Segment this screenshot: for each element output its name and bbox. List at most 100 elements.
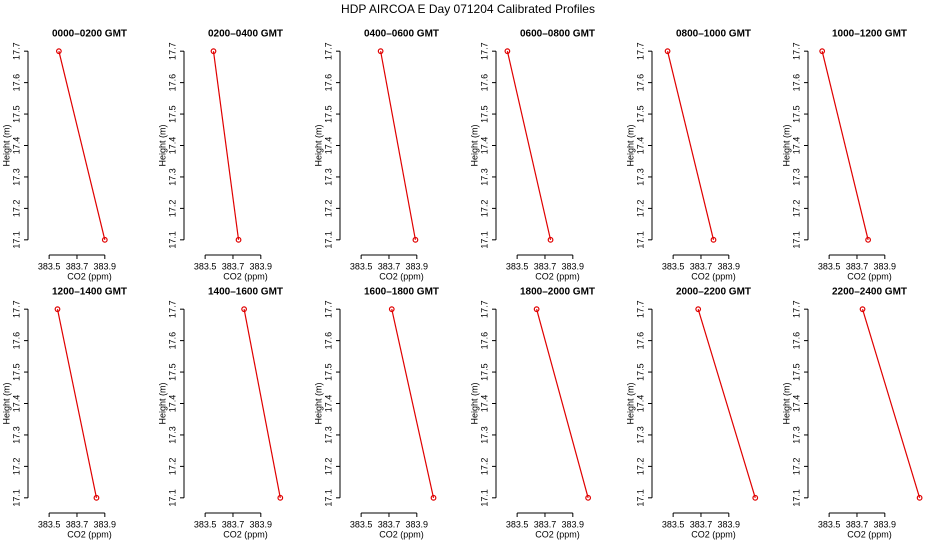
y-tick-label: 17.1	[479, 489, 489, 507]
y-tick-label: 17.2	[635, 458, 645, 476]
y-tick-label: 17.1	[323, 489, 333, 507]
x-tick-label: 383.7	[534, 519, 557, 529]
profile-line	[212, 51, 240, 240]
y-tick-label: 17.1	[791, 231, 801, 249]
data-point	[377, 48, 384, 55]
y-tick-label: 17.6	[323, 332, 333, 350]
x-tick-label: 383.5	[662, 261, 685, 271]
y-tick-label: 17.7	[167, 300, 177, 318]
y-tick-label: 17.2	[635, 200, 645, 218]
y-tick-label: 17.3	[323, 426, 333, 444]
y-tick-label: 17.7	[791, 300, 801, 318]
y-tick-label: 17.2	[11, 200, 21, 218]
x-axis-label: CO2 (ppm)	[847, 271, 892, 281]
y-tick-label: 17.3	[635, 168, 645, 186]
y-tick-label: 17.6	[11, 332, 21, 350]
y-tick-label: 17.1	[11, 231, 21, 249]
y-tick-label: 17.7	[323, 300, 333, 318]
y-tick-label: 17.4	[635, 137, 645, 155]
y-tick-label: 17.3	[791, 168, 801, 186]
y-tick-label: 17.5	[791, 363, 801, 381]
x-axis-label: CO2 (ppm)	[379, 271, 424, 281]
x-tick-label: 383.9	[406, 261, 429, 271]
y-axis-label: Height (m)	[469, 124, 479, 166]
x-tick-label: 383.5	[818, 519, 841, 529]
y-tick-label: 17.7	[635, 300, 645, 318]
y-tick-label: 17.3	[479, 168, 489, 186]
y-axis-label: Height (m)	[781, 124, 791, 166]
y-tick-label: 17.1	[479, 231, 489, 249]
panel-title: 1200–1400 GMT	[52, 287, 127, 298]
y-tick-label: 17.4	[167, 395, 177, 413]
y-tick-label: 17.4	[635, 395, 645, 413]
y-tick-label: 17.7	[11, 42, 21, 60]
data-point	[210, 48, 217, 55]
x-tick-label: 383.5	[350, 261, 373, 271]
x-tick-label: 383.7	[846, 261, 869, 271]
y-tick-label: 17.4	[167, 137, 177, 155]
y-axis-label: Height (m)	[157, 124, 167, 166]
panel-title: 1400–1600 GMT	[208, 287, 283, 298]
profile-line	[506, 51, 552, 240]
y-tick-label: 17.6	[791, 332, 801, 350]
x-tick-label: 383.5	[506, 261, 529, 271]
panel-title: 2000–2200 GMT	[676, 287, 751, 298]
y-tick-label: 17.5	[11, 363, 21, 381]
data-point	[430, 494, 437, 501]
x-axis-label: CO2 (ppm)	[67, 271, 112, 281]
y-tick-label: 17.1	[635, 489, 645, 507]
x-tick-label: 383.5	[38, 519, 61, 529]
y-tick-label: 17.7	[167, 42, 177, 60]
data-point	[241, 306, 248, 313]
x-tick-label: 383.9	[94, 519, 117, 529]
panel-title: 0400–0600 GMT	[364, 29, 439, 40]
profile-line	[56, 309, 98, 498]
y-axis-label: Height (m)	[313, 382, 323, 424]
data-point	[585, 494, 592, 501]
y-axis-label: Height (m)	[781, 382, 791, 424]
y-tick-label: 17.4	[791, 137, 801, 155]
y-tick-label: 17.3	[635, 426, 645, 444]
y-tick-label: 17.1	[791, 489, 801, 507]
x-tick-label: 383.9	[562, 519, 585, 529]
x-tick-label: 383.9	[718, 261, 741, 271]
x-axis-label: CO2 (ppm)	[691, 529, 736, 539]
data-point	[388, 306, 395, 313]
y-tick-label: 17.6	[479, 74, 489, 92]
data-point	[533, 306, 540, 313]
y-tick-label: 17.5	[11, 105, 21, 123]
x-tick-label: 383.9	[406, 519, 429, 529]
y-tick-label: 17.4	[11, 137, 21, 155]
figure-title: HDP AIRCOA E Day 071204 Calibrated Profi…	[341, 2, 595, 16]
x-tick-label: 383.7	[66, 519, 89, 529]
x-axis-label: CO2 (ppm)	[379, 529, 424, 539]
x-axis-label: CO2 (ppm)	[535, 529, 580, 539]
data-point	[695, 306, 702, 313]
y-axis-label: Height (m)	[625, 382, 635, 424]
x-tick-label: 383.7	[378, 261, 401, 271]
y-tick-label: 17.3	[791, 426, 801, 444]
panel-title: 0600–0800 GMT	[520, 29, 595, 40]
panel-title: 0800–1000 GMT	[676, 29, 751, 40]
y-tick-label: 17.4	[479, 395, 489, 413]
data-point	[865, 236, 872, 243]
data-point	[504, 48, 511, 55]
y-tick-label: 17.5	[479, 363, 489, 381]
profile-line	[58, 51, 106, 240]
data-point	[235, 236, 242, 243]
y-tick-label: 17.6	[635, 74, 645, 92]
x-axis-label: CO2 (ppm)	[67, 529, 112, 539]
data-point	[752, 494, 759, 501]
y-tick-label: 17.3	[11, 426, 21, 444]
y-tick-label: 17.6	[323, 74, 333, 92]
data-point	[859, 306, 866, 313]
y-tick-label: 17.7	[791, 42, 801, 60]
panel-title: 1000–1200 GMT	[832, 29, 907, 40]
panel-title: 1800–2000 GMT	[520, 287, 595, 298]
x-tick-label: 383.7	[534, 261, 557, 271]
y-tick-label: 17.6	[479, 332, 489, 350]
x-tick-label: 383.9	[562, 261, 585, 271]
y-tick-label: 17.4	[323, 395, 333, 413]
profile-line	[391, 309, 435, 498]
